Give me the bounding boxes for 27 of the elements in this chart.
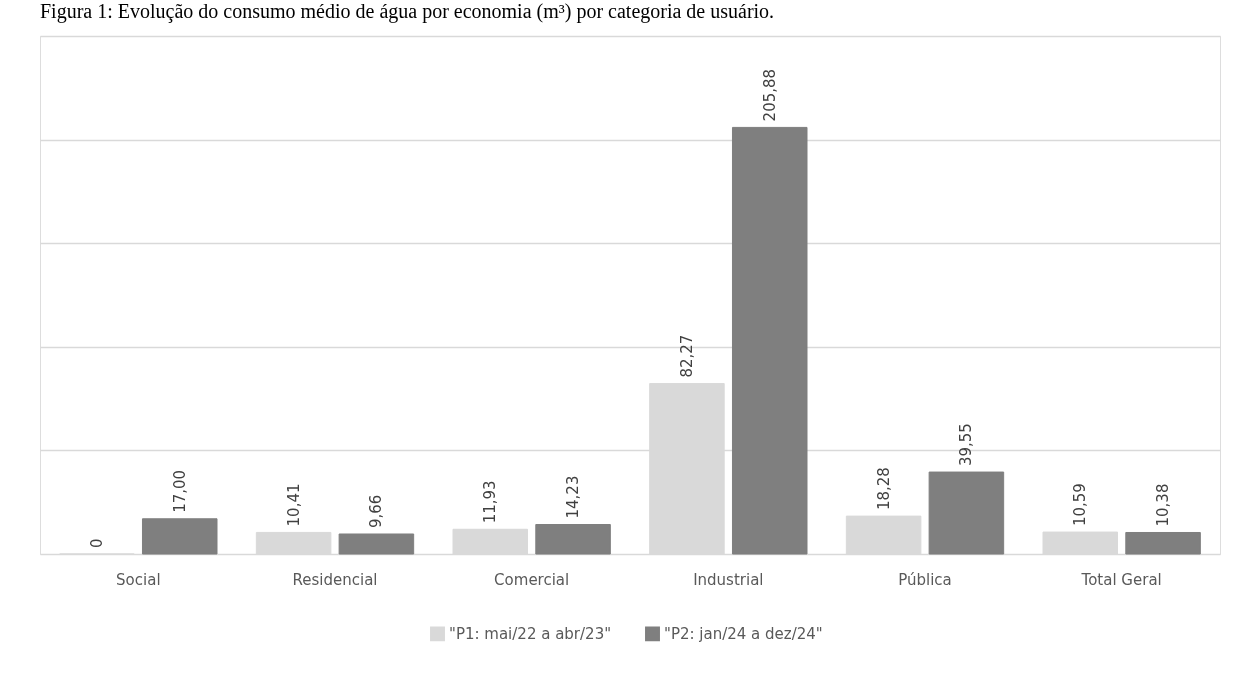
data-label: 17,00 <box>170 469 189 513</box>
x-tick-label: Industrial <box>693 570 764 589</box>
data-label: 11,93 <box>481 480 500 524</box>
x-tick-label: Pública <box>898 570 952 589</box>
data-label: 10,38 <box>1154 483 1173 527</box>
x-tick-label: Social <box>116 570 161 589</box>
bar <box>338 533 415 555</box>
bar <box>535 524 611 555</box>
bar <box>731 126 808 555</box>
data-label: 10,41 <box>284 483 303 527</box>
data-label: 82,27 <box>677 334 696 378</box>
data-label: 39,55 <box>957 423 976 467</box>
data-label: 9,66 <box>367 494 386 528</box>
x-tick-label: Comercial <box>494 570 570 589</box>
legend-label: "P1: mai/22 a abr/23" <box>449 624 612 643</box>
bar <box>141 518 218 555</box>
x-tick-label: Total Geral <box>1080 570 1162 589</box>
x-tick-label: Residencial <box>292 570 378 589</box>
data-label: 14,23 <box>564 475 583 519</box>
data-label: 205,88 <box>760 68 779 122</box>
data-label: 10,59 <box>1071 483 1090 527</box>
bar <box>928 471 1005 555</box>
data-label: 0 <box>87 538 106 548</box>
data-label: 18,28 <box>874 467 893 511</box>
chart-title: Figura 1: Evolução do consumo médio de água por economia (m³) por categoria de usuário. <box>40 0 775 23</box>
bar <box>1125 531 1201 555</box>
legend-label: "P2: jan/24 a dez/24" <box>664 624 823 643</box>
